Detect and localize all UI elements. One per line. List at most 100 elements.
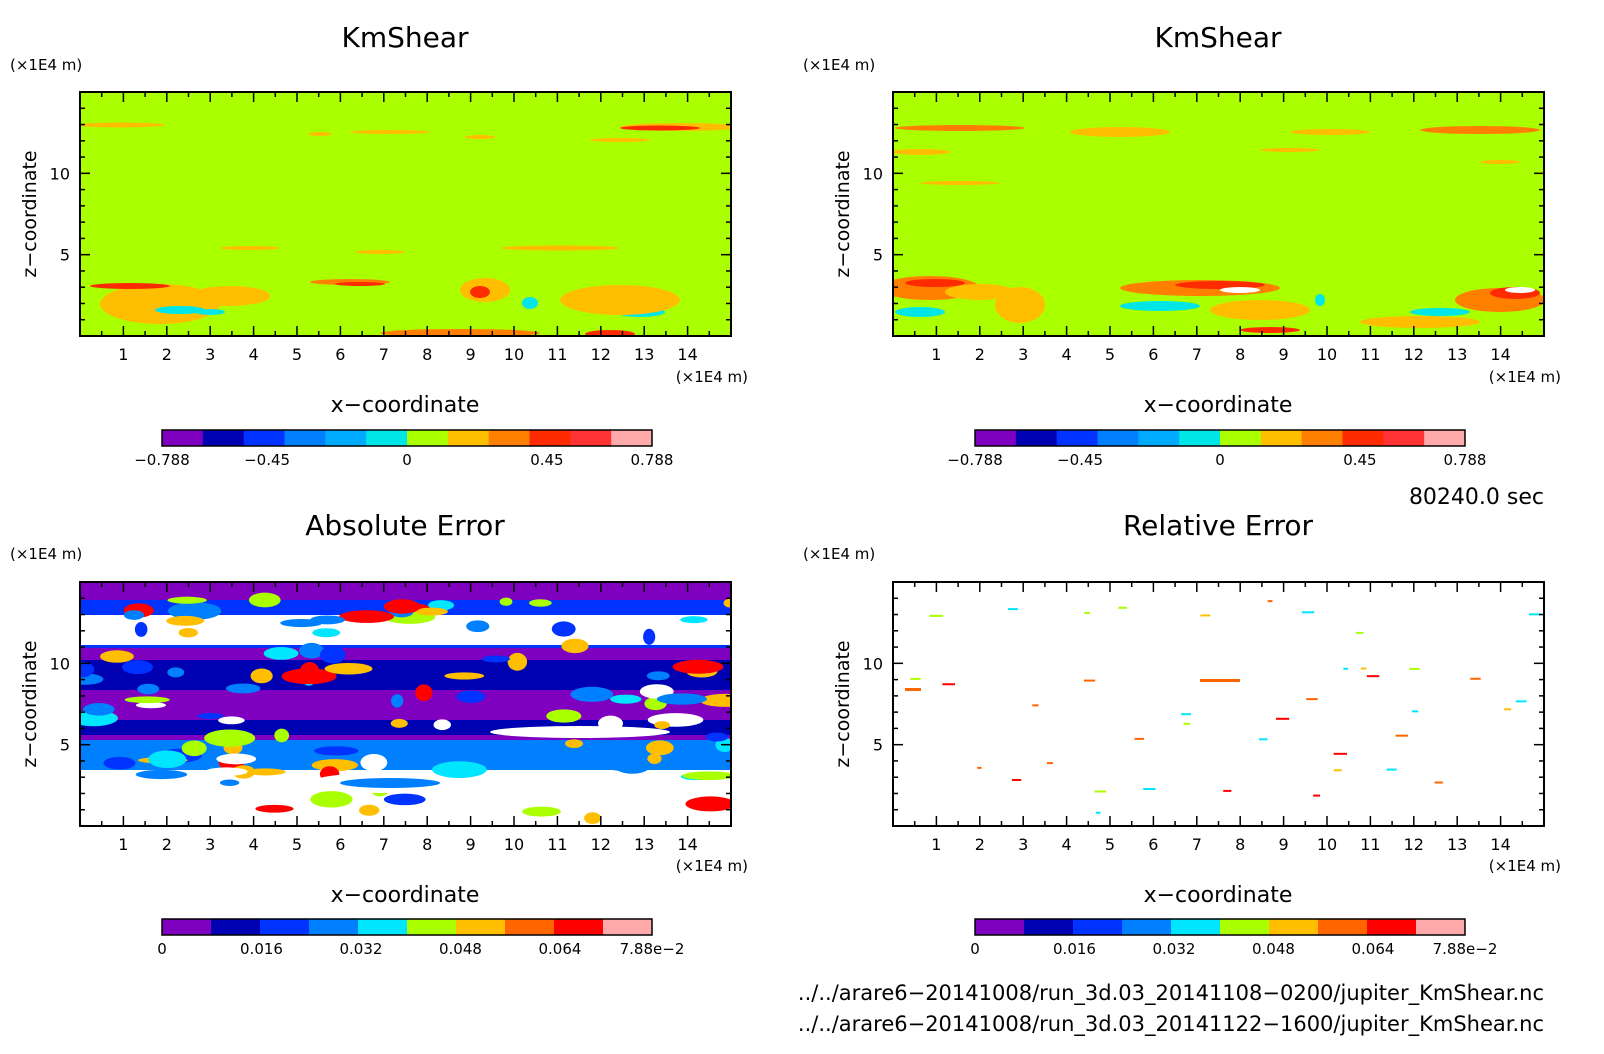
field-blob — [920, 181, 1000, 185]
field-blob — [560, 285, 680, 315]
heatmap-field — [893, 92, 1544, 336]
contour-blob — [645, 740, 674, 756]
contour-blob — [672, 659, 724, 674]
speck — [1200, 614, 1211, 617]
colorbar-tick-label: 7.88e−2 — [1433, 940, 1498, 958]
x-tick-label: 5 — [1105, 345, 1115, 364]
panel-title: Relative Error — [1123, 509, 1314, 542]
speck — [1275, 717, 1290, 720]
panel-title: KmShear — [1154, 21, 1282, 54]
colorbar-frame — [161, 918, 653, 936]
x-tick-label: 5 — [292, 835, 302, 854]
x-tick-label: 1 — [931, 345, 941, 364]
contour-blob — [699, 693, 731, 707]
colorbar-tick-label: 0.064 — [538, 940, 581, 958]
y-axis-label: z−coordinate — [19, 640, 41, 767]
colorbar-tick-label: 0.016 — [1053, 940, 1096, 958]
panel-absolute-error: Absolute Error (×1E4 m) 1 2 3 4 5 6 7 8 9 10 11 12 1… — [10, 509, 748, 958]
contour-blob — [312, 628, 341, 638]
field-blob — [893, 149, 950, 155]
colorbar-tick-label: 0.048 — [439, 940, 482, 958]
speck — [1223, 789, 1232, 792]
colorbar-tick-label: 0.032 — [1153, 940, 1196, 958]
colorbar-swatch — [284, 430, 326, 446]
contour-blob — [80, 661, 95, 678]
panel-relative-error: Relative Error (×1E4 m) 1 2 3 4 5 6 7 8 9 10 11 12 1… — [803, 509, 1561, 958]
speck — [1007, 608, 1018, 611]
field-blob — [350, 130, 430, 134]
contour-blob — [602, 757, 645, 771]
colorbar-swatch — [407, 919, 457, 935]
field-blob — [500, 245, 620, 251]
heatmap-field — [80, 92, 731, 336]
contour-blob — [225, 683, 261, 694]
panel-kmshear-right: KmShear (×1E4 m) 1 2 3 4 5 6 7 8 9 10 11 12 13 14510 … — [803, 21, 1561, 469]
speck — [1470, 677, 1481, 680]
contour-blob — [281, 668, 337, 685]
colorbar-swatch — [505, 919, 555, 935]
x-tick-label: 8 — [422, 835, 432, 854]
speck — [977, 766, 982, 769]
speck — [1528, 613, 1542, 616]
contour-blob — [310, 791, 353, 808]
field-blob — [1220, 287, 1260, 293]
contour-blob — [444, 672, 485, 680]
contour-blob — [124, 696, 170, 704]
colorbar-swatch — [447, 430, 490, 446]
colorbar-swatch — [1416, 919, 1466, 935]
contour-blob — [551, 621, 576, 637]
contour-blob — [383, 599, 421, 614]
colorbar-tick-label: 0.45 — [1343, 451, 1376, 469]
contour-blob — [135, 769, 188, 780]
x-tick-label: 1 — [118, 835, 128, 854]
contour-blob — [528, 599, 552, 607]
colorbar-swatch — [202, 430, 245, 446]
field-blob — [490, 726, 670, 738]
colorbar-tick-label: 0.788 — [1444, 451, 1487, 469]
contour-blob — [167, 596, 207, 604]
y-unit-label: (×1E4 m) — [10, 56, 82, 74]
y-tick-label: 10 — [863, 164, 883, 183]
x-tick-label: 2 — [975, 345, 985, 364]
x-tick-label: 7 — [1192, 345, 1202, 364]
field-blob — [80, 122, 165, 128]
x-tick-label: 1 — [118, 345, 128, 364]
contour-blob — [339, 610, 395, 623]
x-tick-label: 5 — [1105, 835, 1115, 854]
speck — [1412, 710, 1419, 713]
field-blob — [335, 282, 385, 286]
colorbar-swatch — [211, 919, 261, 935]
contour-blob — [255, 804, 294, 813]
field-blob — [195, 309, 225, 315]
colorbar-frame — [161, 429, 653, 447]
speck — [1094, 790, 1107, 793]
contour-blob — [391, 694, 404, 708]
x-tick-label: 13 — [1447, 345, 1467, 364]
y-unit-label: (×1E4 m) — [803, 56, 875, 74]
speck — [1409, 667, 1420, 670]
field-blob — [590, 138, 650, 142]
colorbar-tick-label: 0 — [970, 940, 980, 958]
speck — [1200, 679, 1240, 682]
panel-kmshear-left: KmShear (×1E4 m) 1 2 3 4 5 6 7 8 9 10 11 12 13 14510 … — [10, 21, 748, 469]
speck — [1095, 811, 1101, 814]
contour-blob — [103, 756, 136, 770]
contour-blob — [705, 732, 729, 742]
speck — [1011, 778, 1022, 781]
x-tick-label: 8 — [1235, 345, 1245, 364]
contour-blob — [135, 702, 167, 709]
speck — [1134, 737, 1144, 740]
x-tick-label: 12 — [591, 345, 611, 364]
colorbar-swatch — [309, 919, 359, 935]
field-blob — [895, 307, 945, 317]
field-blob — [100, 284, 220, 324]
field-blob — [155, 306, 205, 314]
contour-blob — [218, 716, 245, 725]
speck — [1032, 704, 1039, 707]
contour-blob — [723, 598, 731, 608]
contour-blob — [324, 662, 373, 675]
colorbar-swatch — [1171, 919, 1221, 935]
x-axis-label: x−coordinate — [331, 883, 480, 908]
